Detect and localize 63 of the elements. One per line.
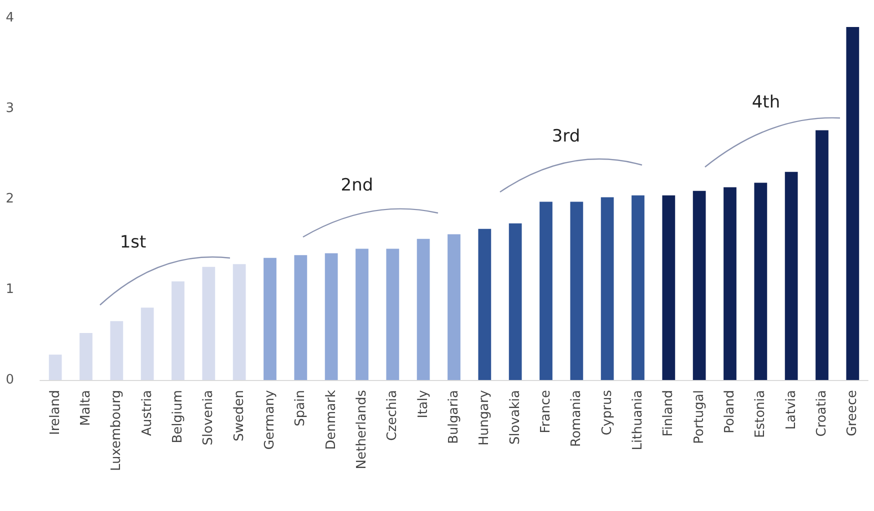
- x-tick-label: Greece: [845, 390, 860, 436]
- x-tick-label: Slovakia: [508, 390, 523, 445]
- x-tick-label: Slovenia: [201, 390, 216, 446]
- x-tick-label: Czechia: [385, 390, 400, 441]
- bar: [508, 223, 522, 380]
- bar: [140, 308, 154, 380]
- x-tick-label: Croatia: [814, 390, 830, 437]
- bar: [600, 197, 614, 380]
- bar: [48, 354, 62, 380]
- y-tick-label: 2: [6, 192, 14, 206]
- x-tick-label: Luxembourg: [109, 390, 124, 472]
- x-tick-label: Portugal: [692, 390, 707, 444]
- x-tick-label: Finland: [661, 390, 676, 436]
- bar: [754, 182, 768, 380]
- bar: [846, 27, 860, 380]
- x-tick-label: Sweden: [232, 390, 247, 442]
- x-tick-label: Latvia: [784, 390, 799, 430]
- y-tick-label: 3: [6, 101, 14, 116]
- bar: [356, 248, 368, 380]
- bar: [386, 248, 400, 380]
- x-tick-label: Lithuania: [630, 390, 646, 450]
- bar: [784, 172, 798, 380]
- x-tick-label: Belgium: [170, 390, 186, 444]
- bar: [232, 264, 246, 380]
- x-tick-label: Hungary: [477, 390, 492, 446]
- bar: [172, 281, 184, 380]
- bar: [324, 253, 338, 380]
- annotation: 1st: [120, 232, 146, 253]
- bar: [724, 187, 736, 380]
- x-tick-label: Bulgaria: [446, 390, 462, 444]
- y-tick-label: 0: [6, 372, 14, 388]
- bar: [632, 195, 644, 380]
- annotation: 2nd: [340, 176, 374, 196]
- bar: [692, 190, 706, 380]
- x-tick-label: Cyprus: [600, 390, 615, 436]
- x-tick-label: Poland: [722, 390, 738, 434]
- x-tick-label: Romania: [569, 390, 584, 447]
- bar: [80, 332, 92, 380]
- bar: [540, 202, 552, 380]
- x-tick-label: Estonia: [753, 390, 768, 438]
- x-tick-label: France: [538, 390, 554, 434]
- bar: [662, 195, 676, 380]
- bar: [294, 255, 308, 380]
- x-tick-label: Netherlands: [354, 390, 370, 470]
- x-tick-label: Germany: [262, 390, 278, 450]
- bar: [478, 228, 492, 380]
- annotation: 4th: [752, 92, 780, 113]
- bar: [816, 130, 828, 380]
- x-tick-label: Ireland: [48, 390, 63, 435]
- bar: [416, 238, 430, 380]
- y-tick-label: 1: [6, 282, 14, 297]
- bar: [570, 202, 584, 380]
- annotation: 3rd: [552, 126, 580, 147]
- y-tick-label: 4: [6, 10, 14, 26]
- bar: [110, 321, 124, 380]
- bar: [264, 258, 276, 380]
- x-tick-label: Malta: [78, 390, 94, 426]
- x-tick-label: Spain: [293, 390, 308, 426]
- bar: [202, 266, 216, 380]
- bar: [448, 234, 460, 380]
- x-tick-label: Denmark: [324, 390, 339, 450]
- x-tick-label: Italy: [416, 390, 431, 418]
- x-tick-label: Austria: [140, 390, 155, 436]
